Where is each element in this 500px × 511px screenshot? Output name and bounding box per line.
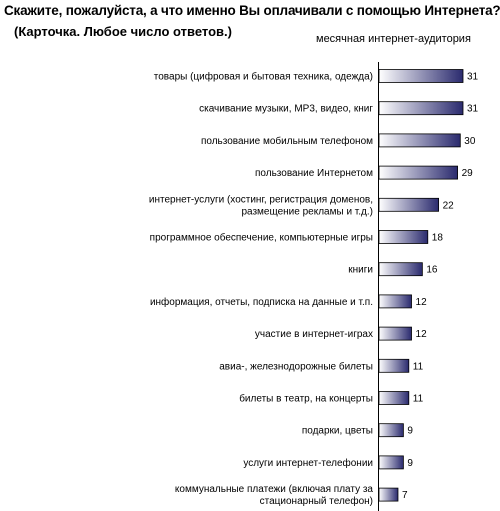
data-label: 31 bbox=[467, 72, 479, 83]
category-label: скачивание музыки, МР3, видео, книг bbox=[199, 104, 373, 115]
category-label: авиа-, железнодорожные билеты bbox=[219, 360, 373, 372]
bar bbox=[378, 423, 404, 438]
data-label: 30 bbox=[464, 136, 476, 147]
bar bbox=[378, 230, 429, 244]
data-label: 12 bbox=[416, 329, 428, 340]
data-label: 16 bbox=[426, 265, 438, 276]
bar bbox=[378, 358, 410, 373]
data-label: 7 bbox=[402, 490, 408, 501]
bar bbox=[378, 133, 461, 148]
category-label: коммунальные платежи (включая плату за bbox=[175, 484, 374, 495]
bar bbox=[378, 197, 440, 212]
category-label: пользование мобильным телефоном bbox=[201, 135, 373, 147]
series-name-label: месячная интернет-аудитория bbox=[316, 33, 471, 45]
data-label: 29 bbox=[462, 168, 474, 179]
category-label: программное обеспечение, компьютерные иг… bbox=[150, 232, 373, 244]
category-label: подарки, цветы bbox=[302, 426, 373, 437]
category-label: услуги интернет-телефонии bbox=[243, 457, 373, 469]
category-label: участие в интернет-играх bbox=[255, 329, 373, 340]
data-label: 22 bbox=[443, 200, 455, 211]
data-label: 9 bbox=[407, 426, 413, 437]
category-label: товары (цифровая и бытовая техника, одеж… bbox=[154, 71, 373, 83]
bar bbox=[378, 69, 464, 83]
category-label: пользование Интернетом bbox=[255, 168, 373, 179]
category-label: книги bbox=[348, 265, 373, 276]
category-label: размещение рекламы и т.д.) bbox=[241, 206, 373, 217]
data-label: 11 bbox=[413, 394, 424, 405]
category-label: стационарный телефон) bbox=[260, 495, 373, 507]
category-label: информация, отчеты, подписка на данные и… bbox=[150, 296, 373, 308]
chart-subtitle: (Карточка. Любое число ответов.) bbox=[14, 24, 232, 39]
data-label: 9 bbox=[407, 458, 413, 469]
data-label: 12 bbox=[416, 297, 428, 308]
bar bbox=[378, 391, 410, 405]
data-label: 18 bbox=[432, 233, 444, 244]
bar bbox=[378, 262, 423, 277]
chart-title: Скажите, пожалуйста, а что именно Вы опл… bbox=[4, 3, 500, 18]
data-label: 11 bbox=[413, 361, 424, 372]
bar bbox=[378, 487, 399, 502]
bar bbox=[378, 294, 412, 309]
category-label: билеты в театр, на концерты bbox=[239, 393, 373, 405]
bar bbox=[378, 165, 458, 180]
bar bbox=[378, 455, 404, 470]
data-label: 31 bbox=[467, 104, 479, 115]
bar bbox=[378, 101, 464, 116]
bar bbox=[378, 326, 412, 341]
category-label: интернет-услуги (хостинг, регистрация до… bbox=[149, 194, 373, 205]
